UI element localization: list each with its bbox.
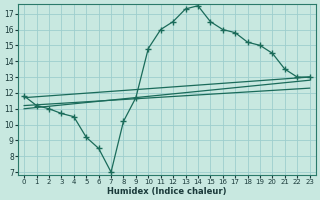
X-axis label: Humidex (Indice chaleur): Humidex (Indice chaleur) xyxy=(107,187,227,196)
